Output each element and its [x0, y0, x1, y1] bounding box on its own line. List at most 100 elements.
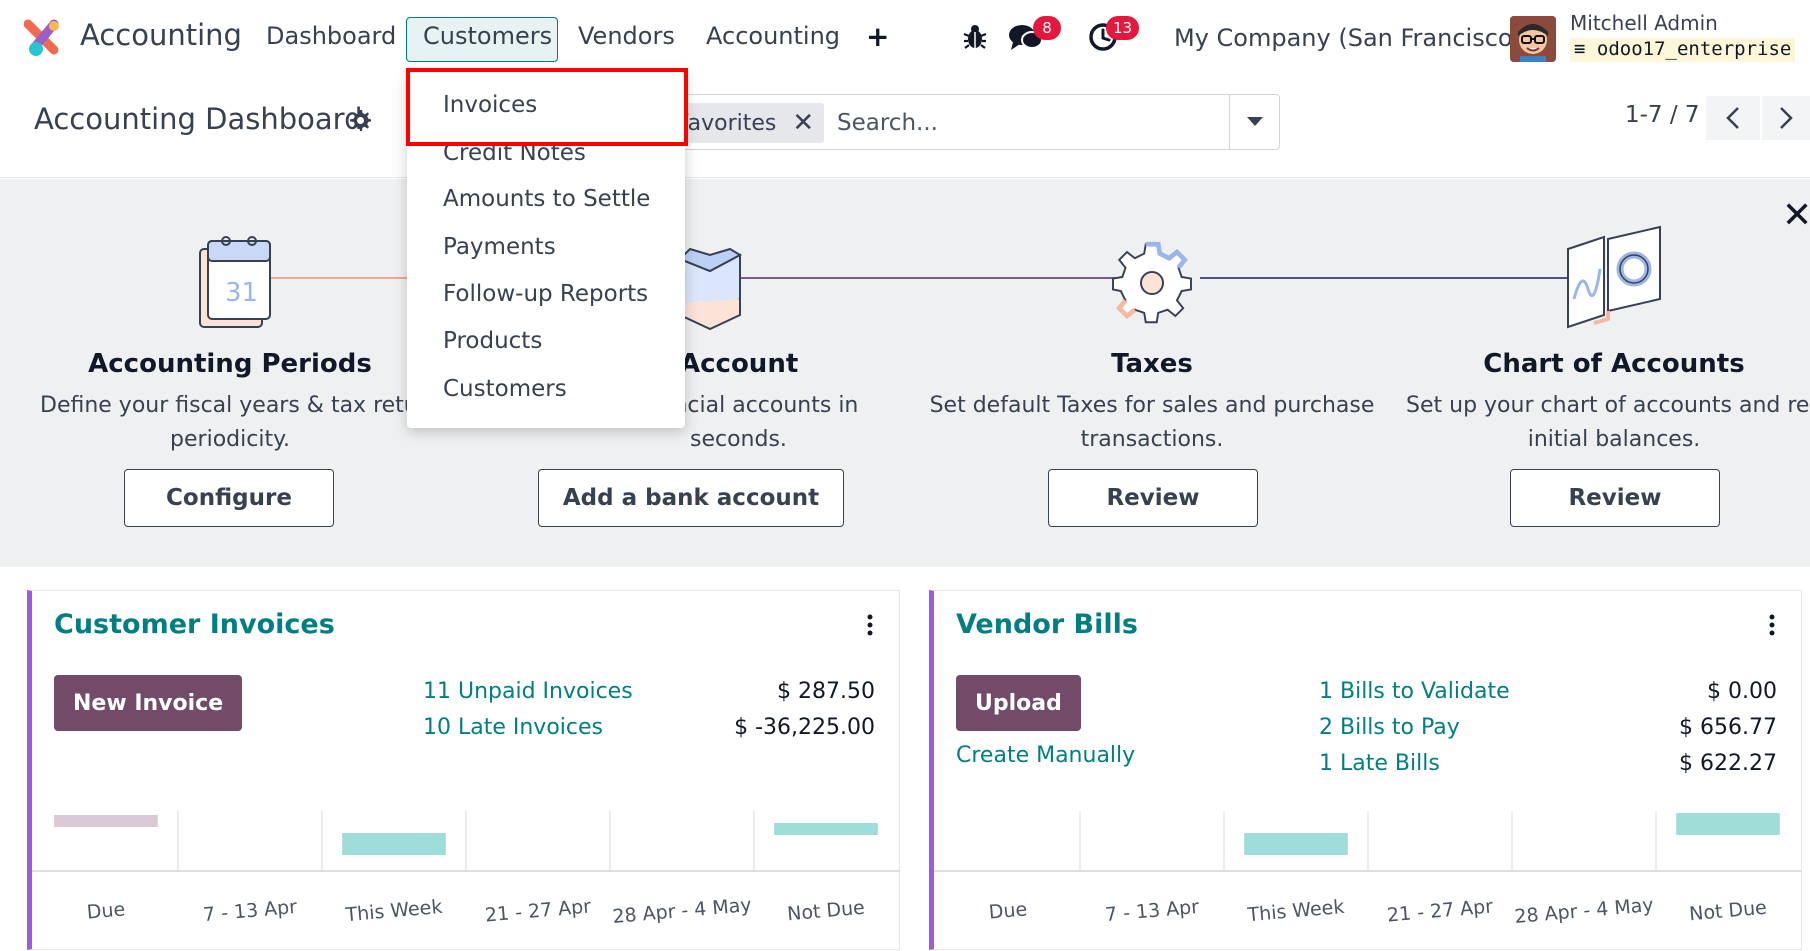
chart-tick-label: This Week [344, 896, 443, 926]
pager-previous-button[interactable] [1706, 96, 1760, 140]
search-input[interactable] [837, 103, 1287, 143]
step-description-line: initial balances. [1527, 427, 1701, 452]
database-icon: ≡ [1574, 38, 1586, 60]
messages-count-badge: 8 [1033, 16, 1061, 40]
pager-next-button[interactable] [1762, 96, 1810, 140]
upload-button[interactable]: Upload [956, 675, 1081, 731]
step-title: Accounting Periods [88, 349, 372, 379]
onboarding-panel: ✕ 31 Accounting Periods Define your fisc… [0, 179, 1810, 567]
search-facet-label: Favorites [677, 110, 777, 136]
unpaid-invoices-link[interactable]: 11 Unpaid Invoices [423, 679, 633, 704]
step-description-line: Define your fiscal years & tax returns [40, 393, 452, 418]
user-name[interactable]: Mitchell Admin [1570, 11, 1718, 35]
control-panel: Accounting Dashboard Favorites ✕ 1-7 / 7 [0, 70, 1810, 178]
activities-count-badge: 13 [1106, 16, 1140, 40]
chart-bar[interactable] [54, 815, 158, 827]
chevron-left-icon [1726, 107, 1739, 129]
add-bank-account-button[interactable]: Add a bank account [538, 469, 844, 527]
pager-value[interactable]: 1-7 / 7 [1625, 102, 1700, 128]
kebab-menu-icon[interactable] [865, 613, 875, 637]
chart-tick-label: 28 Apr - 4 May [612, 894, 753, 928]
chart-bar[interactable] [1676, 813, 1780, 835]
late-bills-link[interactable]: 1 Late Bills [1319, 751, 1440, 776]
calendar-illustration-icon: 31 [199, 236, 271, 328]
caret-down-icon [1246, 117, 1263, 126]
menu-vendors[interactable]: Vendors [578, 22, 675, 50]
kebab-menu-icon[interactable] [1767, 613, 1777, 637]
bills-to-pay-link[interactable]: 2 Bills to Pay [1319, 715, 1460, 740]
step-description-line: ancial accounts in [660, 393, 859, 418]
menu-customers[interactable]: Customers [423, 22, 553, 50]
step-title: Chart of Accounts [1483, 349, 1745, 379]
bank-illustration-icon [680, 247, 743, 331]
aging-bar-chart[interactable]: Due 7 - 13 Apr This Week 21 - 27 Apr 28 Apr … [32, 811, 900, 951]
menu-dashboard[interactable]: Dashboard [266, 22, 397, 50]
menu-add-plus-icon[interactable]: + [866, 20, 890, 53]
highlight-box [406, 68, 688, 146]
chart-tick-label: This Week [1246, 896, 1345, 926]
accounting-app-logo-icon[interactable] [24, 18, 64, 58]
step-description: ancial accounts in seconds. [460, 389, 920, 457]
late-invoices-link[interactable]: 10 Late Invoices [423, 715, 603, 740]
user-avatar[interactable] [1510, 16, 1556, 62]
chevron-right-icon [1780, 107, 1793, 129]
bills-to-validate-link[interactable]: 1 Bills to Validate [1319, 679, 1510, 704]
step-description: Set default Taxes for sales and purchase… [922, 389, 1382, 457]
chart-bar[interactable] [774, 823, 878, 835]
chart-tick-label: 21 - 27 Apr [484, 895, 592, 926]
step-description-line: transactions. [1080, 427, 1224, 452]
dropdown-item-follow-up-reports[interactable]: Follow-up Reports [443, 281, 649, 307]
chart-bar[interactable] [1244, 833, 1348, 855]
chart-bar[interactable] [342, 833, 446, 855]
menu-customers-active-bg [406, 17, 558, 62]
step-title: Taxes [1111, 349, 1193, 379]
database-name-text: odoo17_enterprise [1596, 38, 1792, 60]
app-title[interactable]: Accounting [80, 18, 242, 52]
late-invoices-amount: $ -36,225.00 [734, 715, 875, 740]
search-facet: Favorites ✕ [667, 103, 825, 143]
database-name: ≡ odoo17_enterprise [1570, 38, 1796, 62]
step-description-line: Set up your chart of accounts and record [1406, 393, 1810, 418]
menu-accounting[interactable]: Accounting [706, 22, 841, 50]
dropdown-item-products[interactable]: Products [443, 328, 543, 354]
late-bills-amount: $ 622.27 [1679, 751, 1777, 776]
step-description: Set up your chart of accounts and record… [1384, 389, 1810, 457]
dropdown-item-customers[interactable]: Customers [443, 376, 567, 402]
unpaid-invoices-amount: $ 287.50 [777, 679, 875, 704]
step-description-line: Set default Taxes for sales and purchase [929, 393, 1375, 418]
review-taxes-button[interactable]: Review [1048, 469, 1258, 527]
step-connector-line [1200, 277, 1580, 279]
dropdown-item-payments[interactable]: Payments [443, 234, 556, 260]
bills-to-validate-amount: $ 0.00 [1707, 679, 1777, 704]
review-chart-of-accounts-button[interactable]: Review [1510, 469, 1720, 527]
remove-facet-close-icon[interactable]: ✕ [792, 108, 815, 138]
customer-invoices-card: Customer Invoices New Invoice 11 Unpaid … [27, 590, 900, 950]
search-box: Favorites ✕ [560, 94, 1287, 150]
company-switcher[interactable]: My Company (San Francisco) [1174, 24, 1522, 52]
chart-tick-label: 7 - 13 Apr [1104, 896, 1200, 926]
aging-bar-chart[interactable]: Due 7 - 13 Apr This Week 21 - 27 Apr 28 Apr … [934, 811, 1802, 951]
dropdown-item-amounts-to-settle[interactable]: Amounts to Settle [443, 186, 651, 212]
step-description-line: periodicity. [170, 427, 290, 452]
dropdown-item-invoices[interactable]: Invoices [443, 92, 538, 118]
top-navbar: Accounting Dashboard Customers Vendors A… [0, 0, 1810, 70]
calendar-day-text: 31 [225, 278, 258, 308]
close-onboarding-close-icon[interactable]: ✕ [1782, 195, 1810, 236]
configure-button[interactable]: Configure [124, 469, 334, 527]
step-title-text: Account [680, 349, 799, 379]
search-options-toggle[interactable] [1229, 95, 1279, 149]
create-manually-link[interactable]: Create Manually [956, 743, 1136, 768]
card-title[interactable]: Vendor Bills [956, 609, 1138, 640]
taxes-gear-illustration-icon [1112, 241, 1192, 324]
chart-tick-label: Not Due [786, 897, 865, 926]
chart-tick-label: 21 - 27 Apr [1386, 895, 1494, 926]
chart-tick-label: Due [988, 898, 1028, 923]
debug-bug-icon[interactable] [960, 22, 990, 52]
chart-of-accounts-illustration-icon [1567, 225, 1661, 329]
card-title[interactable]: Customer Invoices [54, 609, 335, 640]
vendor-bills-card: Vendor Bills Upload Create Manually 1 Bi… [929, 590, 1802, 950]
new-invoice-button[interactable]: New Invoice [54, 675, 243, 731]
step-connector-line [260, 277, 410, 279]
user-avatar-icon [1510, 16, 1556, 62]
gear-icon[interactable] [348, 108, 372, 132]
